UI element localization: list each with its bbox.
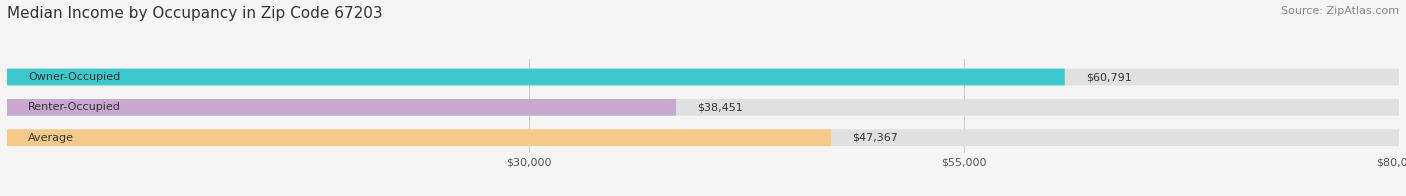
FancyBboxPatch shape — [7, 99, 1399, 116]
FancyBboxPatch shape — [7, 129, 1399, 146]
FancyBboxPatch shape — [7, 69, 1064, 85]
Text: $47,367: $47,367 — [852, 133, 898, 143]
Text: Source: ZipAtlas.com: Source: ZipAtlas.com — [1281, 6, 1399, 16]
FancyBboxPatch shape — [7, 69, 1399, 85]
FancyBboxPatch shape — [7, 99, 676, 116]
Text: $60,791: $60,791 — [1085, 72, 1132, 82]
Text: Owner-Occupied: Owner-Occupied — [28, 72, 120, 82]
FancyBboxPatch shape — [7, 129, 831, 146]
Text: Renter-Occupied: Renter-Occupied — [28, 102, 121, 112]
Text: Average: Average — [28, 133, 75, 143]
Text: $38,451: $38,451 — [697, 102, 742, 112]
Text: Median Income by Occupancy in Zip Code 67203: Median Income by Occupancy in Zip Code 6… — [7, 6, 382, 21]
